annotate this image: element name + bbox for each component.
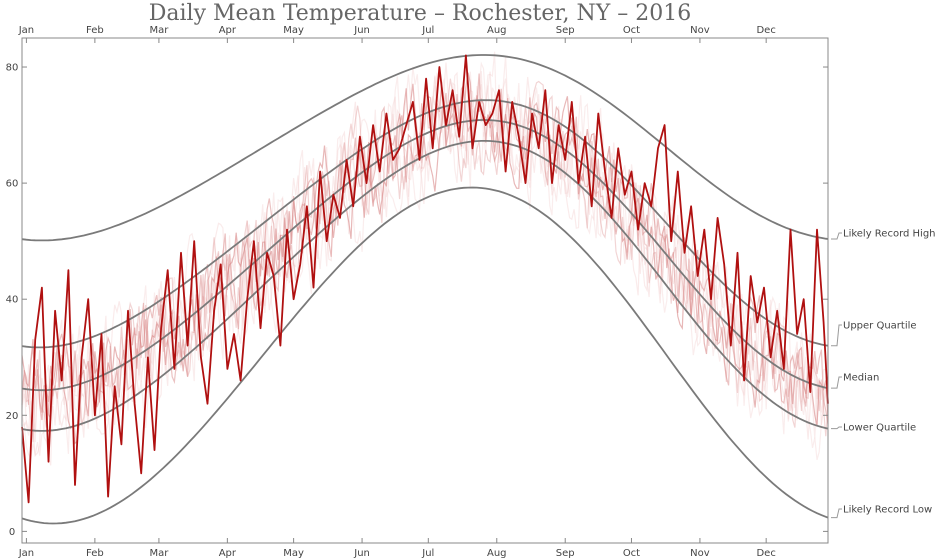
plot-frame xyxy=(21,37,829,544)
x-tick-label-top: Nov xyxy=(690,25,710,36)
historical-year-line xyxy=(21,72,829,445)
band-label: Median xyxy=(843,373,879,384)
band-label-leader xyxy=(831,376,842,389)
y-tick-label: 0 xyxy=(9,527,15,538)
band-label-leader xyxy=(831,324,842,347)
band-line xyxy=(21,119,829,392)
band-label: Likely Record High xyxy=(843,229,936,240)
x-tick-label-bottom: Oct xyxy=(623,548,640,559)
x-tick-label-bottom: Jun xyxy=(353,548,370,559)
y-tick-label: 60 xyxy=(6,179,19,190)
x-tick-label-bottom: Feb xyxy=(86,548,104,559)
x-tick-label-top: Sep xyxy=(556,25,575,36)
x-tick-label-top: Feb xyxy=(86,25,104,36)
band-label-leader xyxy=(831,426,842,430)
x-tick-label-bottom: Dec xyxy=(756,548,775,559)
chart-title: Daily Mean Temperature – Rochester, NY –… xyxy=(149,1,692,26)
current-year-series xyxy=(21,54,829,504)
x-tick-label-top: Jun xyxy=(353,25,370,36)
x-tick-label-top: Aug xyxy=(487,25,507,36)
x-tick-label-top: Oct xyxy=(623,25,640,36)
x-tick-label-top: Apr xyxy=(219,25,237,36)
band-label: Likely Record Low xyxy=(843,505,932,516)
historical-year-line xyxy=(21,51,829,460)
band-label: Upper Quartile xyxy=(843,321,917,332)
band-label: Lower Quartile xyxy=(843,423,916,434)
y-tick-label: 40 xyxy=(6,295,19,306)
x-tick-label-bottom: Nov xyxy=(690,548,710,559)
x-tick-label-top: Jan xyxy=(18,25,34,36)
series-line-2016 xyxy=(21,54,829,504)
x-axis-ticks: Jan Jan Feb Feb Mar Mar Apr Apr May May Jun Jun Jul J… xyxy=(18,25,776,559)
x-tick-label-top: Dec xyxy=(756,25,775,36)
x-tick-label-bottom: Jan xyxy=(18,548,34,559)
band-labels: Likely Record High Upper Quartile Median Lo… xyxy=(831,229,936,519)
x-tick-label-bottom: Apr xyxy=(219,548,237,559)
band-line xyxy=(21,54,829,242)
x-tick-label-bottom: Sep xyxy=(556,548,575,559)
y-tick-label: 80 xyxy=(6,63,19,74)
y-tick-label: 20 xyxy=(6,411,19,422)
band-line xyxy=(21,140,829,432)
y-axis-ticks: 0 20 40 60 80 xyxy=(6,63,828,538)
x-tick-label-bottom: Aug xyxy=(487,548,507,559)
historical-year-line xyxy=(21,71,829,466)
historical-year-line xyxy=(21,73,829,425)
x-tick-label-bottom: May xyxy=(283,548,304,559)
x-tick-label-bottom: Jul xyxy=(421,548,434,559)
x-tick-label-top: Mar xyxy=(149,25,169,36)
x-tick-label-bottom: Mar xyxy=(149,548,169,559)
x-tick-label-top: May xyxy=(283,25,304,36)
band-label-leader xyxy=(831,232,842,240)
x-tick-label-top: Jul xyxy=(421,25,434,36)
band-label-leader xyxy=(831,508,842,519)
band-line xyxy=(21,186,829,525)
